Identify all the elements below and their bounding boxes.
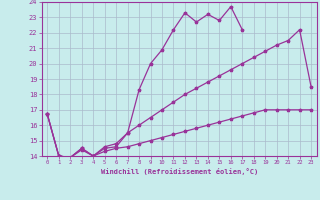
X-axis label: Windchill (Refroidissement éolien,°C): Windchill (Refroidissement éolien,°C) [100,168,258,175]
